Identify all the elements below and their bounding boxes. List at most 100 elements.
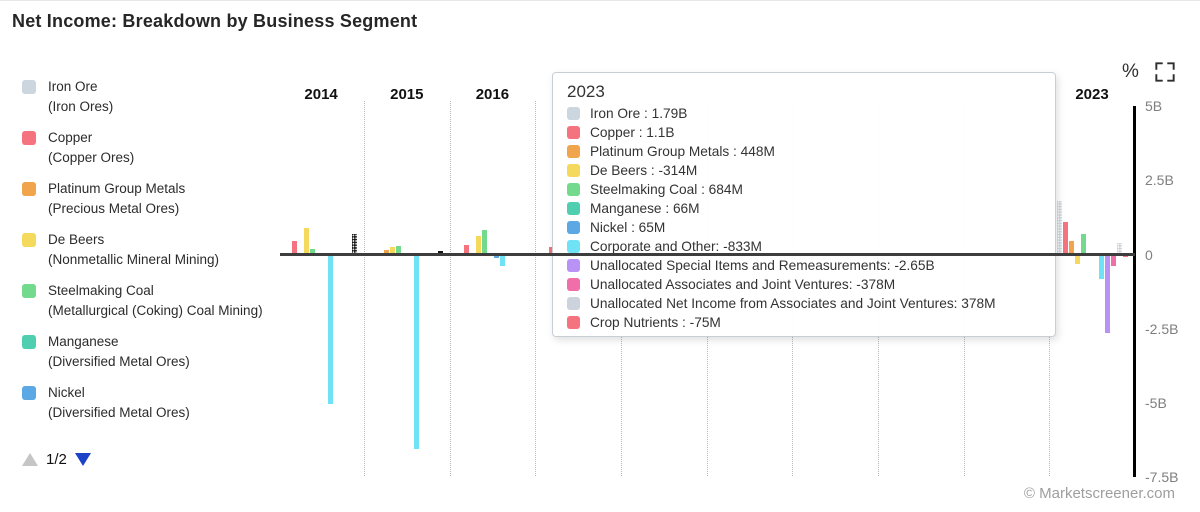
legend-item-sublabel: (Copper Ores) <box>48 150 135 165</box>
bar-2016-de-beers[interactable] <box>475 235 481 255</box>
tooltip-row-label: Crop Nutrients : -75M <box>590 315 721 330</box>
bar-2014-unidentified-black-patterned-bar-[interactable] <box>352 233 358 255</box>
legend-item-de-beers[interactable]: De Beers (Nonmetallic Mineral Mining) <box>22 230 272 270</box>
legend-color-swatch-icon <box>22 80 36 94</box>
legend-pager: 1/2 <box>22 451 91 468</box>
tooltip-color-swatch-icon <box>567 316 580 329</box>
tooltip-row-label: Unallocated Associates and Joint Venture… <box>590 277 896 292</box>
legend-item-label: Iron Ore <box>48 79 98 94</box>
bar-2014-steelmaking-coal[interactable] <box>310 248 316 255</box>
year-separator-gridline <box>449 101 451 476</box>
tooltip-color-swatch-icon <box>567 297 580 310</box>
tooltip-row: Crop Nutrients : -75M <box>567 313 1041 332</box>
percent-toggle-button[interactable]: % <box>1122 61 1139 82</box>
bar-2016-steelmaking-coal[interactable] <box>481 229 487 255</box>
tooltip-color-swatch-icon <box>567 164 580 177</box>
legend-item-copper[interactable]: Copper (Copper Ores) <box>22 128 272 168</box>
legend-item-sublabel: (Precious Metal Ores) <box>48 201 180 216</box>
year-separator-gridline <box>364 101 365 476</box>
legend-color-swatch-icon <box>22 131 36 145</box>
legend-color-swatch-icon <box>22 335 36 349</box>
tooltip-row: Steelmaking Coal : 684M <box>567 180 1041 199</box>
tooltip-row: Iron Ore : 1.79B <box>567 104 1041 123</box>
bar-2015-de-beers[interactable] <box>390 246 395 255</box>
legend-item-label: Copper <box>48 130 93 145</box>
tooltip-color-swatch-icon <box>567 183 580 196</box>
bar-2015-unidentified-black-bar-[interactable] <box>438 250 443 255</box>
legend-item-steelmaking-coal[interactable]: Steelmaking Coal (Metallurgical (Coking) … <box>22 281 272 321</box>
bar-2016-copper[interactable] <box>463 245 469 255</box>
tooltip-row-label: Manganese : 66M <box>590 201 700 216</box>
bar-2023-unallocated-special-items-and-remeasurements[interactable] <box>1105 254 1111 333</box>
tooltip-row: Platinum Group Metals : 448M <box>567 142 1041 161</box>
tooltip-row-label: De Beers : -314M <box>590 163 698 178</box>
y-axis-tick-label: -7.5B <box>1145 468 1179 485</box>
bar-2016-nickel[interactable] <box>493 254 499 259</box>
tooltip-color-swatch-icon <box>567 107 580 120</box>
bar-2023-platinum-group-metals[interactable] <box>1069 241 1075 255</box>
legend-item-sublabel: (Diversified Metal Ores) <box>48 354 190 369</box>
y-axis-tick-label: 0 <box>1145 246 1153 263</box>
tooltip-row-label: Platinum Group Metals : 448M <box>590 144 775 159</box>
bar-2023-unallocated-associates-and-joint-ventures[interactable] <box>1111 254 1117 266</box>
tooltip-row: Unallocated Special Items and Remeasurem… <box>567 256 1041 275</box>
fullscreen-button[interactable] <box>1152 59 1178 85</box>
bar-2014-corporate-and-other[interactable] <box>328 254 334 405</box>
bar-2023-unallocated-net-income-from-associates-and-joint-ventures[interactable] <box>1117 243 1123 255</box>
tooltip-rows: Iron Ore : 1.79B Copper : 1.1B Platinum Gr… <box>567 104 1041 332</box>
y-axis-tick-label: 5B <box>1145 98 1163 115</box>
tooltip-row: Nickel : 65M <box>567 218 1041 237</box>
tooltip-color-swatch-icon <box>567 259 580 272</box>
bar-2016-corporate-and-other[interactable] <box>499 254 505 266</box>
tooltip-row-label: Unallocated Special Items and Remeasurem… <box>590 258 935 273</box>
legend-item-label: Manganese <box>48 334 119 349</box>
legend-item-label: Platinum Group Metals <box>48 181 186 196</box>
year-label-2014: 2014 <box>304 86 338 103</box>
bar-2023-de-beers[interactable] <box>1075 254 1081 264</box>
legend-next-page-icon[interactable] <box>74 453 91 466</box>
legend-color-swatch-icon <box>22 233 36 247</box>
tooltip-row-label: Iron Ore : 1.79B <box>590 106 688 121</box>
tooltip-row: Copper : 1.1B <box>567 123 1041 142</box>
tooltip-row-label: Corporate and Other: -833M <box>590 239 762 254</box>
tooltip-2023: 2023 Iron Ore : 1.79B Copper : 1.1B Platin… <box>552 72 1056 337</box>
bar-2017-copper[interactable] <box>549 247 555 255</box>
tooltip-row-label: Nickel : 65M <box>590 220 666 235</box>
bar-2014-de-beers[interactable] <box>304 228 310 255</box>
legend-color-swatch-icon <box>22 182 36 196</box>
legend-item-nickel[interactable]: Nickel (Diversified Metal Ores) <box>22 383 272 423</box>
bar-2014-copper[interactable] <box>292 240 298 255</box>
bar-2015-platinum-group-metals[interactable] <box>384 250 389 255</box>
bar-2023-copper[interactable] <box>1063 221 1069 255</box>
legend-item-iron-ore[interactable]: Iron Ore (Iron Ores) <box>22 77 272 117</box>
tooltip-color-swatch-icon <box>567 126 580 139</box>
watermark: © Marketscreener.com <box>1023 485 1175 502</box>
tooltip-row: Unallocated Net Income from Associates a… <box>567 294 1041 313</box>
tooltip-color-swatch-icon <box>567 221 580 234</box>
legend-item-platinum-group-metals[interactable]: Platinum Group Metals (Precious Metal Ore… <box>22 179 272 219</box>
legend-color-swatch-icon <box>22 284 36 298</box>
legend-item-manganese[interactable]: Manganese (Diversified Metal Ores) <box>22 332 272 372</box>
bar-2015-steelmaking-coal[interactable] <box>396 246 401 255</box>
tooltip-row-label: Steelmaking Coal : 684M <box>590 182 743 197</box>
bar-2023-corporate-and-other[interactable] <box>1099 254 1105 280</box>
bar-2023-iron-ore[interactable] <box>1057 201 1063 255</box>
bar-2015-corporate-and-other[interactable] <box>414 254 419 449</box>
tooltip-row: Unallocated Associates and Joint Venture… <box>567 275 1041 294</box>
chart-controls: % <box>1122 59 1178 85</box>
tooltip-row-label: Unallocated Net Income from Associates a… <box>590 296 996 311</box>
tooltip-row: De Beers : -314M <box>567 161 1041 180</box>
year-label-2016: 2016 <box>475 86 510 103</box>
legend-item-sublabel: (Metallurgical (Coking) Coal Mining) <box>48 303 263 318</box>
tooltip-row-label: Copper : 1.1B <box>590 125 675 140</box>
legend: Iron Ore (Iron Ores) Copper (Copper Ores) Pl… <box>22 77 272 434</box>
legend-prev-page-icon[interactable] <box>22 453 38 466</box>
y-axis-tick-label: -2.5B <box>1145 320 1179 337</box>
legend-page-indicator: 1/2 <box>46 451 67 468</box>
tooltip-color-swatch-icon <box>567 240 580 253</box>
tooltip-color-swatch-icon <box>567 202 580 215</box>
year-label-2015: 2015 <box>390 86 424 103</box>
zero-baseline <box>280 253 1135 256</box>
bar-2023-steelmaking-coal[interactable] <box>1081 234 1087 255</box>
